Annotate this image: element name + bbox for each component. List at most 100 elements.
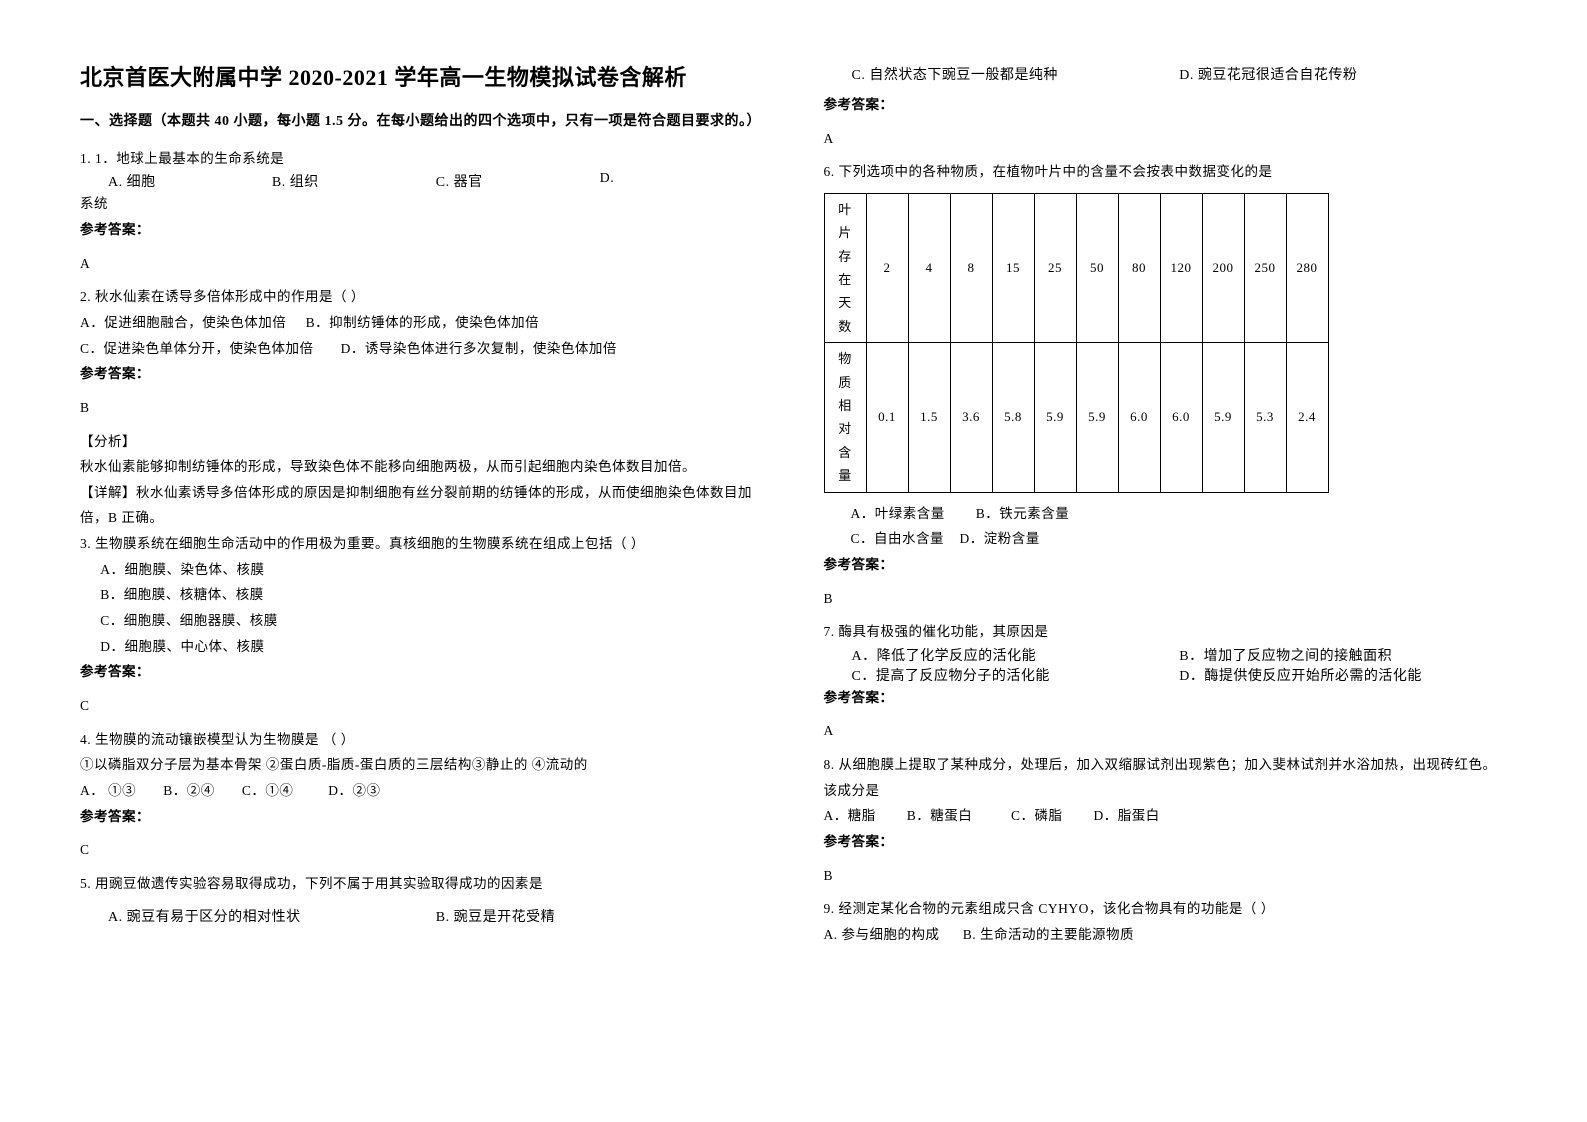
q6-r1c9: 200 xyxy=(1202,193,1244,342)
q1-opt-b: B. 组织 xyxy=(272,171,436,191)
q6-ans-label: 参考答案： xyxy=(824,552,1508,578)
q6-r2c4: 5.8 xyxy=(992,343,1034,492)
q6-opt-d: D．淀粉含量 xyxy=(960,531,1040,546)
q1-opt-d: D. xyxy=(600,171,764,191)
q7-opt-c: C．提高了反应物分子的活化能 xyxy=(852,665,1180,685)
q7-ans: A xyxy=(824,718,1508,744)
q3-opt-d: D．细胞膜、中心体、核膜 xyxy=(80,634,764,660)
q6-opts-ab: A．叶绿素含量 B．铁元素含量 xyxy=(824,501,1508,527)
q2-opt-b: B．抑制纺锤体的形成，使染色体加倍 xyxy=(306,315,540,330)
q6-r2c5: 5.9 xyxy=(1034,343,1076,492)
q5-opts-ab: A. 豌豆有易于区分的相对性状 B. 豌豆是开花受精 xyxy=(80,906,764,926)
q6-r1c5: 25 xyxy=(1034,193,1076,342)
q4-opt-c: C．①④ xyxy=(242,783,294,798)
q4-ans: C xyxy=(80,837,764,863)
q6-r2c6: 5.9 xyxy=(1076,343,1118,492)
q6-r1c3: 8 xyxy=(950,193,992,342)
q3-ans: C xyxy=(80,693,764,719)
q3-opt-a: A．细胞膜、染色体、核膜 xyxy=(80,557,764,583)
q6-row2-label: 物质相对含量 xyxy=(824,343,866,492)
q6-stem: 6. 下列选项中的各种物质，在植物叶片中的含量不会按表中数据变化的是 xyxy=(824,159,1508,185)
q6-r2c1: 0.1 xyxy=(866,343,908,492)
right-column: C. 自然状态下豌豆一般都是纯种 D. 豌豆花冠很适合自花传粉 参考答案： A … xyxy=(824,60,1508,948)
q8-options: A．糖脂 B．糖蛋白 C．磷脂 D．脂蛋白 xyxy=(824,803,1508,829)
q2-ans: B xyxy=(80,395,764,421)
q6-r1c6: 50 xyxy=(1076,193,1118,342)
q4-stem: 4. 生物膜的流动镶嵌模型认为生物膜是 （ ） xyxy=(80,727,764,753)
q6-r1c1: 2 xyxy=(866,193,908,342)
q2-stem: 2. 秋水仙素在诱导多倍体形成中的作用是（ ） xyxy=(80,284,764,310)
q4-opt-b: B．②④ xyxy=(163,783,215,798)
q6-r1c8: 120 xyxy=(1160,193,1202,342)
q6-r2c7: 6.0 xyxy=(1118,343,1160,492)
q8-opt-c: C．磷脂 xyxy=(1011,808,1063,823)
q2-analysis-label: 【分析】 xyxy=(80,429,764,455)
q2-opts-cd: C．促进染色单体分开，使染色体加倍 D．诱导染色体进行多次复制，使染色体加倍 xyxy=(80,336,764,362)
q2-opt-d: D．诱导染色体进行多次复制，使染色体加倍 xyxy=(341,341,617,356)
q4-ans-label: 参考答案： xyxy=(80,804,764,830)
q6-table-row-qty: 物质相对含量 0.1 1.5 3.6 5.8 5.9 5.9 6.0 6.0 5… xyxy=(824,343,1328,492)
q6-r1c10: 250 xyxy=(1244,193,1286,342)
q7-opts-ab: A．降低了化学反应的活化能 B．增加了反应物之间的接触面积 xyxy=(824,645,1508,665)
q6-opt-a: A．叶绿素含量 xyxy=(851,506,945,521)
q6-opt-b: B．铁元素含量 xyxy=(976,506,1070,521)
q6-r2c3: 3.6 xyxy=(950,343,992,492)
q2-opt-c: C．促进染色单体分开，使染色体加倍 xyxy=(80,341,314,356)
q8-ans: B xyxy=(824,863,1508,889)
q6-r1c11: 280 xyxy=(1286,193,1328,342)
q6-row1-label: 叶片存在天数 xyxy=(824,193,866,342)
q9-stem: 9. 经测定某化合物的元素组成只含 CYHYO，该化合物具有的功能是（ ） xyxy=(824,896,1508,922)
q6-r1c4: 15 xyxy=(992,193,1034,342)
q1-opt-d-cont: 系统 xyxy=(80,191,764,217)
q2-analysis-2: 【详解】秋水仙素诱导多倍体形成的原因是抑制细胞有丝分裂前期的纺锤体的形成，从而使… xyxy=(80,480,764,531)
q1-ans-label: 参考答案： xyxy=(80,217,764,243)
q4-options: A． ①③ B．②④ C．①④ D．②③ xyxy=(80,778,764,804)
q1-stem: 1. 1．地球上最基本的生命系统是 xyxy=(80,146,764,172)
q6-ans: B xyxy=(824,586,1508,612)
q5-opt-d: D. 豌豆花冠很适合自花传粉 xyxy=(1179,64,1507,84)
q6-table-row-days: 叶片存在天数 2 4 8 15 25 50 80 120 200 250 280 xyxy=(824,193,1328,342)
q2-opt-a: A．促进细胞融合，使染色体加倍 xyxy=(80,315,286,330)
q6-r1c7: 80 xyxy=(1118,193,1160,342)
q4-opt-d: D．②③ xyxy=(328,783,380,798)
q6-table: 叶片存在天数 2 4 8 15 25 50 80 120 200 250 280… xyxy=(824,193,1329,493)
q6-opts-cd: C．自由水含量 D．淀粉含量 xyxy=(824,526,1508,552)
q2-ans-label: 参考答案： xyxy=(80,361,764,387)
q3-opt-c: C．细胞膜、细胞器膜、核膜 xyxy=(80,608,764,634)
q4-line2: ①以磷脂双分子层为基本骨架 ②蛋白质-脂质-蛋白质的三层结构③静止的 ④流动的 xyxy=(80,752,764,778)
q6-r1c2: 4 xyxy=(908,193,950,342)
q5-opt-c: C. 自然状态下豌豆一般都是纯种 xyxy=(852,64,1180,84)
q9-opt-a: A. 参与细胞的构成 xyxy=(824,927,940,942)
q8-opt-b: B．糖蛋白 xyxy=(907,808,973,823)
q3-ans-label: 参考答案： xyxy=(80,659,764,685)
q5-opts-cd: C. 自然状态下豌豆一般都是纯种 D. 豌豆花冠很适合自花传粉 xyxy=(824,64,1508,84)
q1-opt-c: C. 器官 xyxy=(436,171,600,191)
q7-opt-b: B．增加了反应物之间的接触面积 xyxy=(1179,645,1507,665)
q1-opt-a: A. 细胞 xyxy=(108,171,272,191)
q6-r2c10: 5.3 xyxy=(1244,343,1286,492)
q8-ans-label: 参考答案： xyxy=(824,829,1508,855)
q8-opt-d: D．脂蛋白 xyxy=(1094,808,1160,823)
q3-opt-b: B．细胞膜、核糖体、核膜 xyxy=(80,582,764,608)
q5-ans-label: 参考答案： xyxy=(824,92,1508,118)
q6-r2c8: 6.0 xyxy=(1160,343,1202,492)
q8-opt-a: A．糖脂 xyxy=(824,808,876,823)
q9-opt-b: B. 生命活动的主要能源物质 xyxy=(963,927,1134,942)
q6-r2c11: 2.4 xyxy=(1286,343,1328,492)
q1-ans: A xyxy=(80,251,764,277)
q7-opt-d: D．酶提供使反应开始所必需的活化能 xyxy=(1179,665,1507,685)
q7-opt-a: A．降低了化学反应的活化能 xyxy=(852,645,1180,665)
left-column: 北京首医大附属中学 2020-2021 学年高一生物模拟试卷含解析 一、选择题（… xyxy=(80,60,764,948)
q4-opt-a: A． ①③ xyxy=(80,783,136,798)
q6-r2c2: 1.5 xyxy=(908,343,950,492)
q1-options: A. 细胞 B. 组织 C. 器官 D. xyxy=(80,171,764,191)
page-root: 北京首医大附属中学 2020-2021 学年高一生物模拟试卷含解析 一、选择题（… xyxy=(80,60,1507,948)
q2-analysis-1: 秋水仙素能够抑制纺锤体的形成，导致染色体不能移向细胞两极，从而引起细胞内染色体数… xyxy=(80,454,764,480)
q5-ans: A xyxy=(824,126,1508,152)
q6-opt-c: C．自由水含量 xyxy=(851,531,945,546)
q7-opts-cd: C．提高了反应物分子的活化能 D．酶提供使反应开始所必需的活化能 xyxy=(824,665,1508,685)
doc-title: 北京首医大附属中学 2020-2021 学年高一生物模拟试卷含解析 xyxy=(80,60,764,92)
q5-opt-a: A. 豌豆有易于区分的相对性状 xyxy=(108,906,436,926)
q5-opt-b: B. 豌豆是开花受精 xyxy=(436,906,764,926)
section-heading: 一、选择题（本题共 40 小题，每小题 1.5 分。在每小题给出的四个选项中，只… xyxy=(80,110,764,134)
